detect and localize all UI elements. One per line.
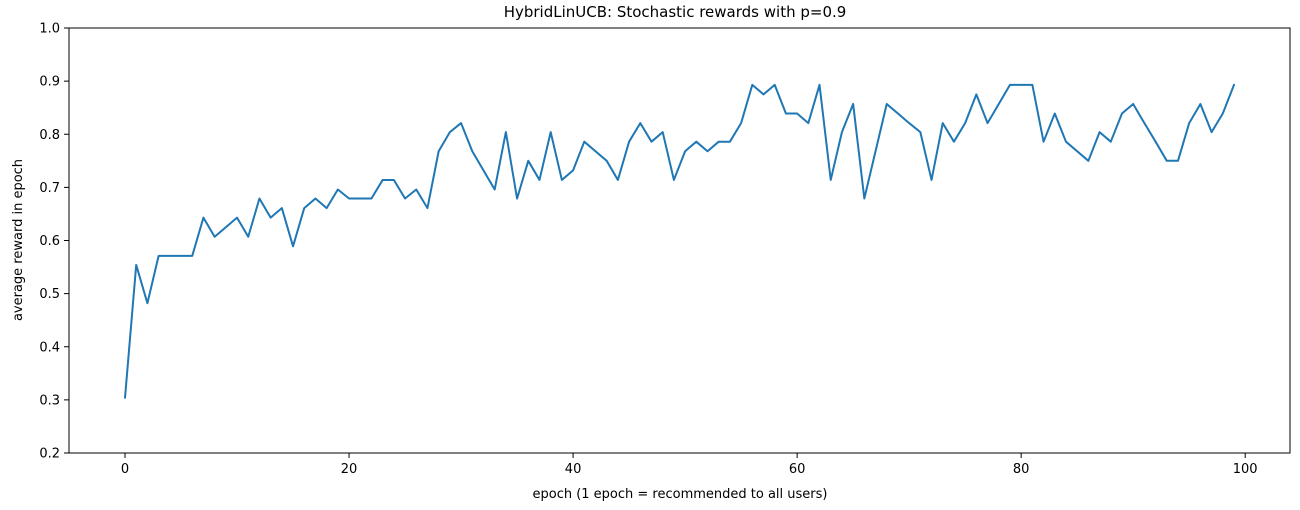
y-tick-label: 0.4 [39, 340, 60, 355]
y-tick-label: 0.3 [39, 393, 60, 408]
y-tick-label: 0.5 [39, 287, 60, 302]
x-tick-label: 80 [1013, 462, 1030, 477]
x-tick-label: 20 [341, 462, 358, 477]
x-tick-label: 40 [565, 462, 582, 477]
y-tick-label: 0.8 [39, 128, 60, 143]
x-axis: 0 20 40 60 80 100 [121, 453, 1258, 477]
plot-frame [68, 27, 1291, 454]
x-tick-label: 0 [121, 462, 129, 477]
x-axis-label: epoch (1 epoch = recommended to all user… [532, 487, 827, 502]
y-tick-label: 0.7 [39, 181, 60, 196]
y-axis-label: average reward in epoch [11, 159, 26, 321]
chart-title: HybridLinUCB: Stochastic rewards with p=… [504, 3, 847, 21]
y-tick-label: 0.6 [39, 234, 60, 249]
plot-area [68, 27, 1291, 454]
y-tick-label: 0.2 [39, 447, 60, 462]
y-tick-label: 0.9 [39, 75, 60, 90]
series-line-0 [124, 83, 1235, 399]
x-tick-label: 60 [789, 462, 806, 477]
y-tick-label: 1.0 [39, 22, 60, 37]
y-axis: 0.2 0.3 0.4 0.5 0.6 0.7 0.8 0.9 1.0 [39, 22, 69, 462]
x-tick-label: 100 [1233, 462, 1258, 477]
